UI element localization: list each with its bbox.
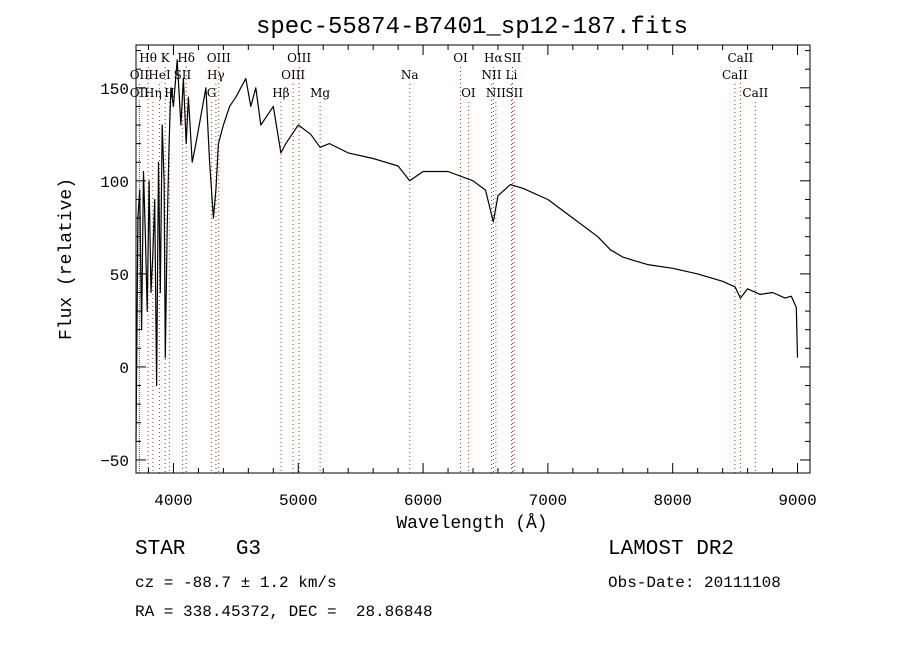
line-marker-label: SII — [505, 86, 523, 100]
spectrum-series — [135, 59, 799, 442]
line-marker-label: CaII — [742, 86, 768, 100]
line-marker-label: OII — [130, 86, 150, 100]
x-tick-label: 7000 — [529, 492, 567, 510]
x-tick-label: 9000 — [778, 492, 816, 510]
line-marker-label: HeI — [148, 68, 171, 82]
line-marker-label: Mg — [310, 86, 330, 100]
line-marker-label: H — [164, 86, 174, 100]
line-marker-label: OIII — [281, 68, 305, 82]
chart-title: spec-55874-B7401_sp12-187.fits — [256, 14, 688, 41]
y-tick-label: 50 — [110, 267, 129, 285]
survey-label: LAMOST DR2 — [608, 538, 735, 561]
redshift-velocity: cz = -88.7 ± 1.2 km/s — [135, 574, 337, 592]
line-marker-label: OII — [130, 68, 150, 82]
line-marker-label: G — [207, 86, 217, 100]
line-marker-label: Hβ — [272, 86, 289, 100]
line-marker-label: Na — [401, 68, 419, 82]
coordinates: RA = 338.45372, DEC = 28.86848 — [135, 603, 433, 621]
x-tick-label: 6000 — [404, 492, 442, 510]
line-marker-label: Hγ — [207, 68, 225, 82]
line-marker-label: CaII — [722, 68, 748, 82]
line-marker-label: OI — [461, 86, 476, 100]
axis-layer: 4000 5000 6000 7000 8000 9000 −50 0 50 100 150 — [100, 45, 817, 510]
line-marker-label: NII — [486, 86, 506, 100]
y-tick-label: 100 — [100, 174, 129, 192]
line-marker-label: K — [161, 51, 171, 65]
y-tick-label: 150 — [100, 81, 129, 99]
line-marker-label: Hα — [484, 51, 503, 65]
line-marker-label: OIII — [207, 51, 231, 65]
y-axis-label: Flux (relative) — [57, 178, 77, 340]
line-marker-label: SII — [504, 51, 522, 65]
x-tick-label: 5000 — [279, 492, 317, 510]
line-marker-label: CaII — [727, 51, 753, 65]
y-tick-label: 0 — [119, 360, 129, 378]
line-marker-label: OI — [453, 51, 468, 65]
x-axis-label: Wavelength (Å) — [396, 513, 547, 534]
line-marker-label: OIII — [287, 51, 311, 65]
line-marker-label: Hθ — [139, 51, 157, 65]
x-tick-label: 8000 — [654, 492, 692, 510]
line-marker-label: Hδ — [177, 51, 195, 65]
line-marker-label: Li — [506, 68, 518, 82]
line-marker-label: Hη — [144, 86, 162, 100]
spectrum-layer — [135, 59, 799, 442]
object-type: STAR G3 — [135, 538, 262, 561]
x-tick-label: 4000 — [154, 492, 192, 510]
y-tick-label: −50 — [100, 453, 129, 471]
plot-frame — [135, 44, 811, 474]
line-marker-label: NII — [481, 68, 501, 82]
observation-date: Obs-Date: 20111108 — [608, 574, 781, 592]
